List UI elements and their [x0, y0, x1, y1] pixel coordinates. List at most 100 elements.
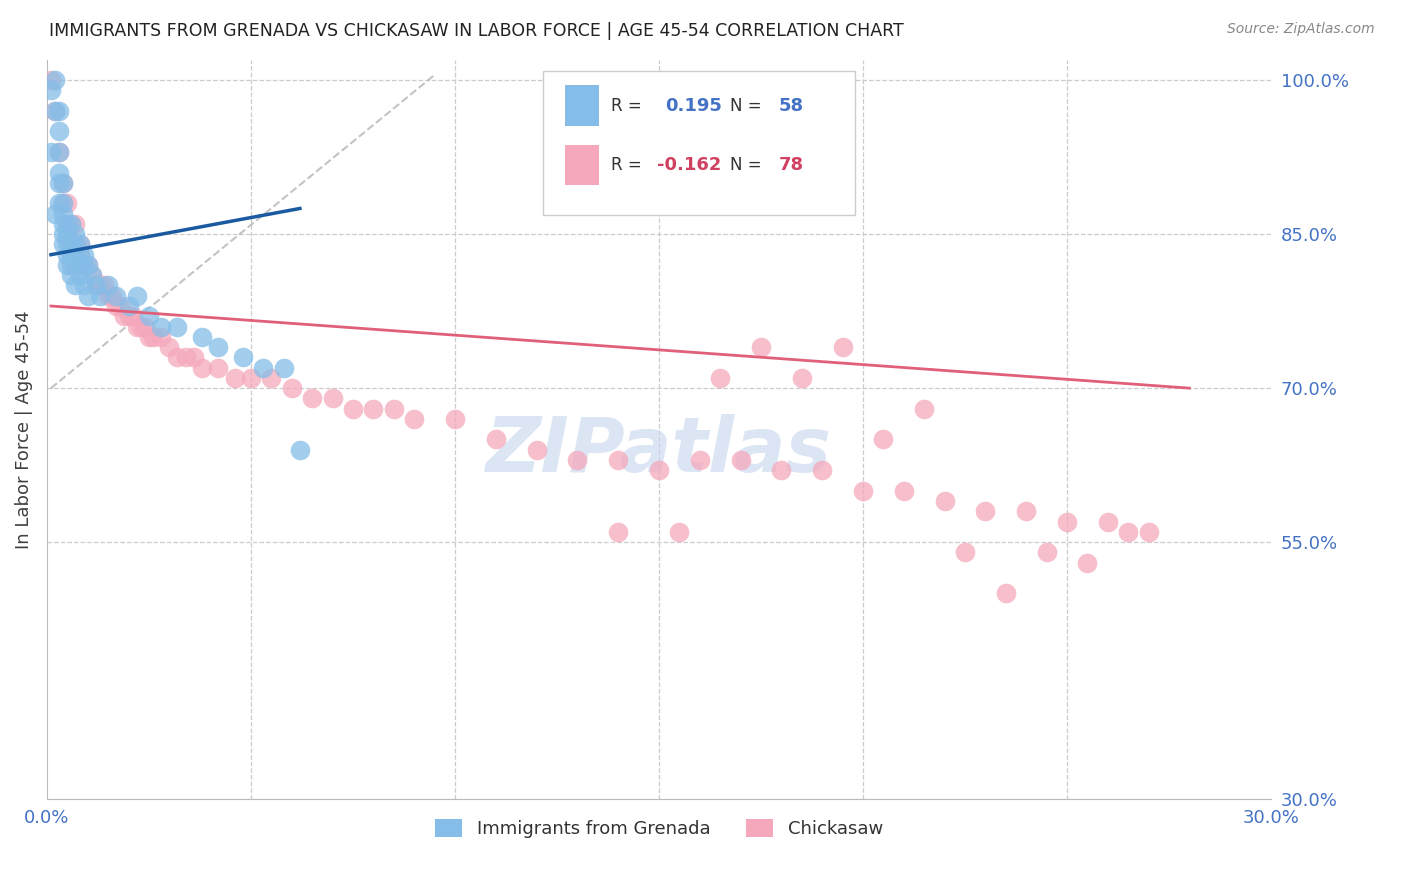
Point	[105, 289, 128, 303]
Point	[60, 217, 83, 231]
Point	[934, 494, 956, 508]
Point	[72, 278, 94, 293]
Point	[97, 278, 120, 293]
Point	[322, 392, 344, 406]
Point	[44, 206, 66, 220]
Point	[912, 401, 935, 416]
Text: -0.162: -0.162	[657, 156, 721, 174]
Point	[52, 176, 75, 190]
Point	[89, 289, 111, 303]
Point	[80, 268, 103, 283]
Text: 58: 58	[779, 97, 804, 115]
Point	[65, 248, 87, 262]
Point	[52, 227, 75, 241]
Point	[117, 299, 139, 313]
Point	[112, 310, 135, 324]
Point	[404, 412, 426, 426]
Bar	[565, 86, 599, 126]
Point	[48, 145, 70, 159]
Point	[607, 453, 630, 467]
Text: 78: 78	[779, 156, 804, 174]
Bar	[565, 145, 599, 186]
Text: N =: N =	[730, 97, 766, 115]
Point	[994, 586, 1017, 600]
Point	[974, 504, 997, 518]
Point	[191, 360, 214, 375]
Point	[142, 330, 165, 344]
Point	[69, 258, 91, 272]
Text: R =: R =	[612, 156, 647, 174]
Text: R =: R =	[612, 97, 647, 115]
Point	[689, 453, 711, 467]
Point	[60, 258, 83, 272]
Point	[69, 237, 91, 252]
Point	[60, 237, 83, 252]
Point	[65, 258, 87, 272]
Point	[44, 103, 66, 118]
Point	[56, 227, 79, 241]
Point	[72, 258, 94, 272]
Point	[65, 237, 87, 252]
Point	[207, 340, 229, 354]
Point	[1097, 515, 1119, 529]
Point	[39, 145, 62, 159]
Point	[749, 340, 772, 354]
Point	[56, 217, 79, 231]
Point	[382, 401, 405, 416]
Point	[138, 330, 160, 344]
Point	[52, 196, 75, 211]
Point	[232, 351, 254, 365]
Point	[668, 524, 690, 539]
Point	[280, 381, 302, 395]
Point	[174, 351, 197, 365]
Point	[138, 310, 160, 324]
Point	[60, 217, 83, 231]
Point	[52, 237, 75, 252]
Point	[239, 371, 262, 385]
Point	[65, 217, 87, 231]
Point	[69, 268, 91, 283]
Point	[150, 330, 173, 344]
Point	[60, 268, 83, 283]
Point	[76, 289, 98, 303]
Point	[65, 237, 87, 252]
Point	[72, 258, 94, 272]
Point	[84, 278, 107, 293]
FancyBboxPatch shape	[543, 70, 855, 215]
Point	[44, 73, 66, 87]
Point	[607, 524, 630, 539]
Point	[65, 278, 87, 293]
Point	[97, 289, 120, 303]
Point	[52, 176, 75, 190]
Point	[260, 371, 283, 385]
Point	[76, 258, 98, 272]
Point	[52, 217, 75, 231]
Point	[48, 165, 70, 179]
Point	[526, 442, 548, 457]
Point	[1116, 524, 1139, 539]
Point	[1035, 545, 1057, 559]
Point	[207, 360, 229, 375]
Point	[121, 310, 143, 324]
Point	[56, 237, 79, 252]
Point	[52, 206, 75, 220]
Text: Source: ZipAtlas.com: Source: ZipAtlas.com	[1227, 22, 1375, 37]
Point	[39, 73, 62, 87]
Point	[709, 371, 731, 385]
Point	[56, 227, 79, 241]
Point	[342, 401, 364, 416]
Text: N =: N =	[730, 156, 766, 174]
Point	[301, 392, 323, 406]
Point	[893, 483, 915, 498]
Point	[567, 453, 589, 467]
Point	[65, 227, 87, 241]
Point	[157, 340, 180, 354]
Point	[363, 401, 385, 416]
Point	[44, 103, 66, 118]
Point	[56, 258, 79, 272]
Point	[1137, 524, 1160, 539]
Point	[166, 351, 188, 365]
Point	[444, 412, 467, 426]
Point	[485, 433, 508, 447]
Point	[129, 319, 152, 334]
